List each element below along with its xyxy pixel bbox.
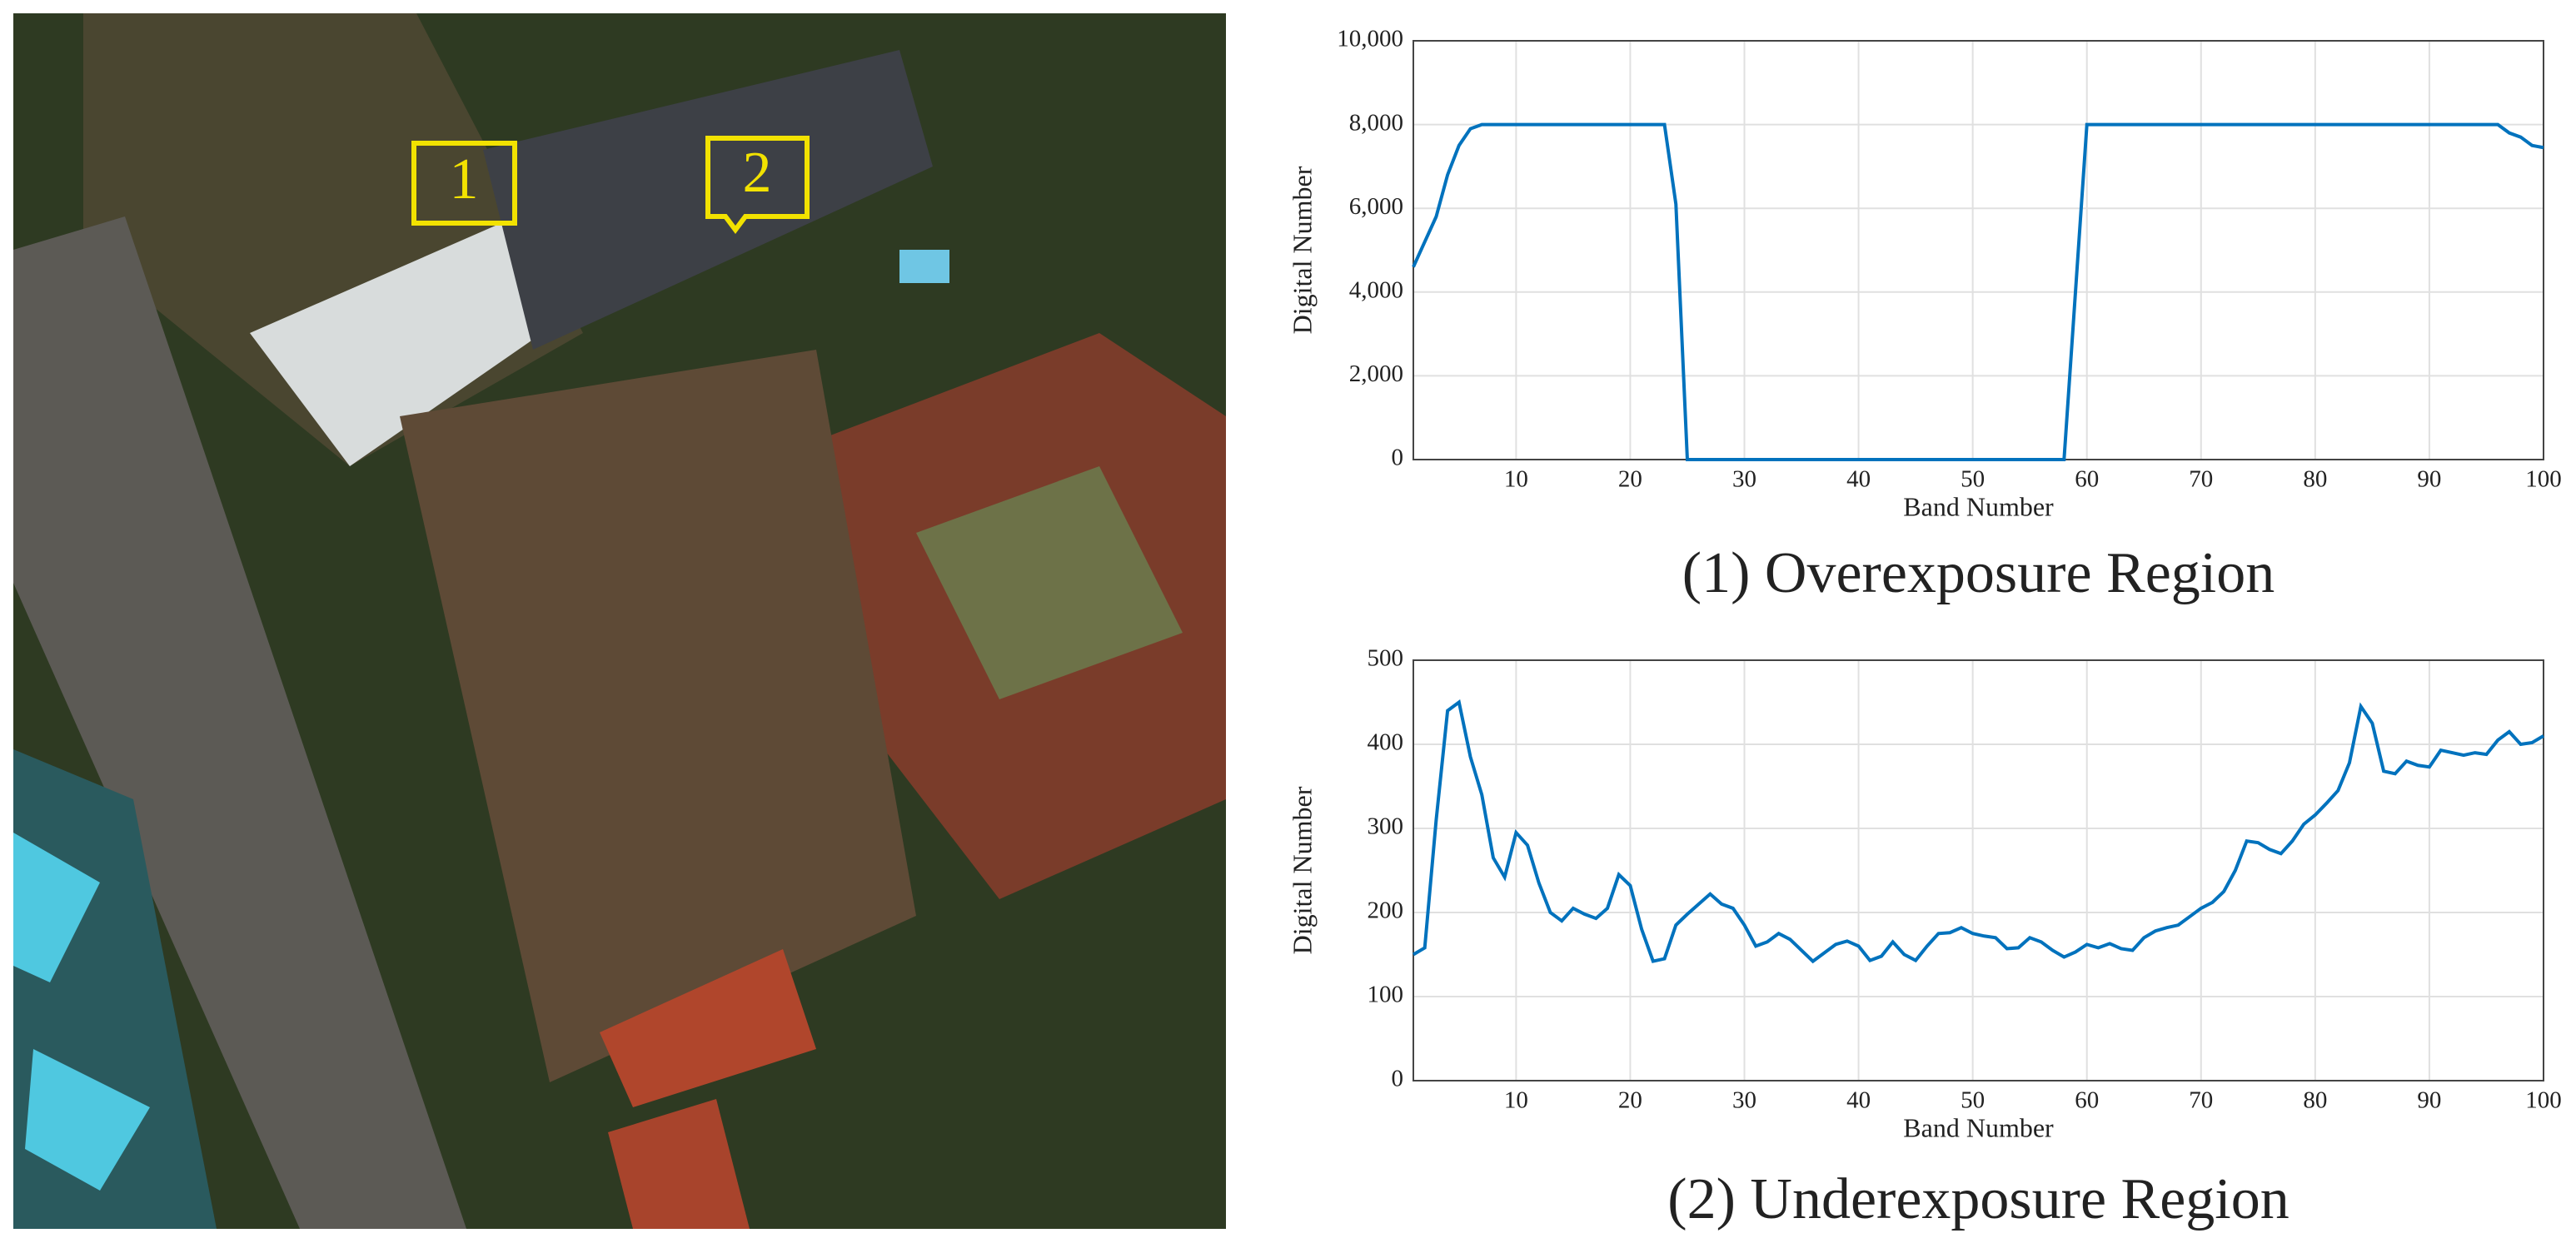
x-tick-label: 60 (2075, 466, 2099, 493)
x-tick-label: 30 (1732, 466, 1756, 493)
cyan-roof (25, 1049, 150, 1191)
cyan-roof (13, 833, 100, 982)
x-tick-label: 80 (2303, 466, 2327, 493)
marker-label: 1 (450, 147, 479, 211)
x-tick-label: 10 (1504, 466, 1528, 493)
y-tick-label: 2,000 (1349, 360, 1403, 387)
y-tick-label: 200 (1368, 897, 1404, 924)
bright-roof (250, 216, 566, 466)
y-tick-label: 500 (1368, 645, 1404, 672)
x-tick-label: 100 (2525, 466, 2562, 493)
x-tick-label: 20 (1618, 466, 1642, 493)
chart: 0 100 200 300 400 500 10 20 30 40 50 60 70 80 90 100 Ban… (1287, 645, 2561, 1231)
y-tick-label: 6,000 (1349, 193, 1403, 220)
y-tick-label: 300 (1368, 813, 1404, 840)
courtyard (916, 466, 1183, 699)
chart-caption: (2) Underexposure Region (1667, 1167, 2289, 1231)
x-tick-label: 60 (2075, 1087, 2099, 1114)
y-tick-label: 8,000 (1349, 109, 1403, 136)
y-tick-label: 100 (1368, 982, 1404, 1008)
x-tick-label: 10 (1504, 1087, 1528, 1114)
roof-red (600, 949, 816, 1107)
x-axis-label: Band Number (1903, 1112, 2054, 1142)
x-axis-label: Band Number (1903, 491, 2054, 521)
y-axis-label: Digital Number (1287, 786, 1317, 954)
x-tick-label: 100 (2525, 1087, 2562, 1114)
x-tick-label: 90 (2417, 1087, 2441, 1114)
data-line (1412, 122, 2544, 461)
plot-area (1413, 41, 2544, 460)
y-tick-label: 10,000 (1337, 26, 1403, 52)
y-tick-label: 4,000 (1349, 276, 1403, 303)
marker-box (705, 136, 810, 234)
marker-box (411, 141, 517, 226)
x-tick-label: 80 (2303, 1087, 2327, 1114)
x-tick-label: 70 (2189, 1087, 2213, 1114)
x-tick-label: 40 (1846, 466, 1871, 493)
x-tick-label: 40 (1846, 1087, 1871, 1114)
road (13, 216, 466, 1229)
plot-frame (1413, 659, 2544, 1081)
x-tick-label: 90 (2417, 466, 2441, 493)
chart: 0 2,000 4,000 6,000 8,000 10,000 10 20 30 40 50 60 7… (1287, 26, 2561, 605)
y-axis-label: Digital Number (1287, 166, 1317, 334)
x-tick-label: 50 (1961, 1087, 1985, 1114)
marker-label: 2 (743, 141, 772, 205)
y-tick-label: 0 (1392, 445, 1404, 471)
roof-red (608, 1099, 750, 1229)
data-line (1412, 699, 2545, 964)
y-tick-label: 400 (1368, 729, 1404, 756)
x-tick-label: 30 (1732, 1087, 1756, 1114)
x-tick-label: 20 (1618, 1087, 1642, 1114)
x-tick-label: 70 (2189, 466, 2213, 493)
pool (899, 250, 949, 283)
lawn (400, 350, 916, 1082)
chart-caption: (1) Overexposure Region (1682, 541, 2275, 605)
x-tick-label: 50 (1961, 466, 1985, 493)
y-tick-label: 0 (1392, 1066, 1404, 1092)
aerial-photo: 1 2 (13, 13, 1226, 1229)
